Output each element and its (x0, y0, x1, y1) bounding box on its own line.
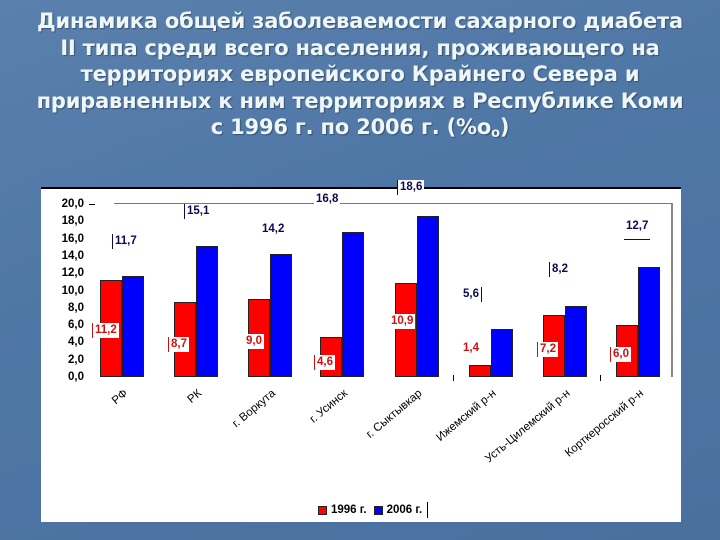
legend-label-1996: 1996 г. (331, 504, 367, 516)
title-line-1: Динамика общей заболеваемости сахарного … (36, 9, 684, 33)
value-label-2006-6: 8,2 (549, 262, 570, 278)
y-tick-label: 18,0 (61, 215, 84, 228)
y-tick-label: 20,0 (61, 198, 84, 210)
value-label-1996-3: 4,6 (314, 355, 335, 371)
legend: 1996 г. 2006 г. (318, 502, 429, 518)
x-axis-tick (600, 375, 601, 381)
title-line-5: с 1996 г. по 2006 г. (%оо) (210, 115, 510, 141)
title-line-3: территориях европейского Крайнего Севера… (80, 62, 640, 86)
bar-2006-1 (196, 246, 218, 377)
bar-2006-2 (270, 254, 292, 377)
bar-2006-6 (565, 306, 587, 377)
y-tick-label: 14,0 (61, 249, 84, 262)
y-tick-label: 2,0 (68, 353, 84, 366)
bar-1996-5 (469, 364, 491, 377)
y-tick-label: 8,0 (68, 301, 84, 314)
value-label-1996-4: 10,9 (389, 313, 416, 329)
bar-2006-0 (122, 275, 144, 377)
y-axis-top-tick (89, 204, 95, 205)
y-tick-label: 12,0 (61, 267, 84, 280)
y-tick-label: 6,0 (68, 319, 84, 332)
bar-2006-3 (342, 231, 364, 377)
value-label-2006-7: 12,7 (624, 219, 651, 241)
y-tick-label: 10,0 (61, 284, 84, 297)
value-label-2006-1: 15,1 (184, 204, 212, 220)
legend-swatch-1996 (318, 505, 327, 515)
plot-frame (114, 203, 673, 377)
x-axis-tick (453, 375, 454, 381)
value-label-1996-7: 6,0 (610, 347, 631, 363)
value-label-1996-6: 7,2 (537, 341, 558, 357)
bar-2006-5 (491, 328, 513, 377)
legend-label-2006: 2006 г. (386, 504, 423, 516)
slide-title: Динамика общей заболеваемости сахарного … (10, 8, 710, 148)
value-label-1996-2: 9,0 (244, 334, 264, 350)
legend-swatch-2006 (373, 505, 383, 515)
bar-1996-4 (395, 282, 417, 377)
value-label-2006-0: 11,7 (112, 233, 139, 249)
bar-2006-4 (417, 216, 439, 377)
y-tick-label: 0,0 (68, 371, 84, 383)
value-label-2006-3: 16,8 (314, 191, 341, 207)
title-line-2: II типа среди всего населения, проживающ… (60, 35, 660, 60)
value-label-2006-5: 5,6 (461, 286, 482, 302)
value-label-1996-1: 8,7 (168, 337, 189, 353)
y-tick-label: 16,0 (61, 232, 84, 245)
bar-2006-7 (638, 267, 660, 377)
title-line-4: приравненных к ним территориях в Республ… (36, 88, 684, 113)
value-label-1996-5: 1,4 (461, 340, 481, 356)
value-label-1996-0: 11,2 (92, 322, 119, 338)
y-tick-label: 4,0 (68, 336, 84, 349)
value-label-2006-2: 14,2 (260, 222, 287, 238)
value-label-2006-4: 18,6 (397, 180, 425, 196)
